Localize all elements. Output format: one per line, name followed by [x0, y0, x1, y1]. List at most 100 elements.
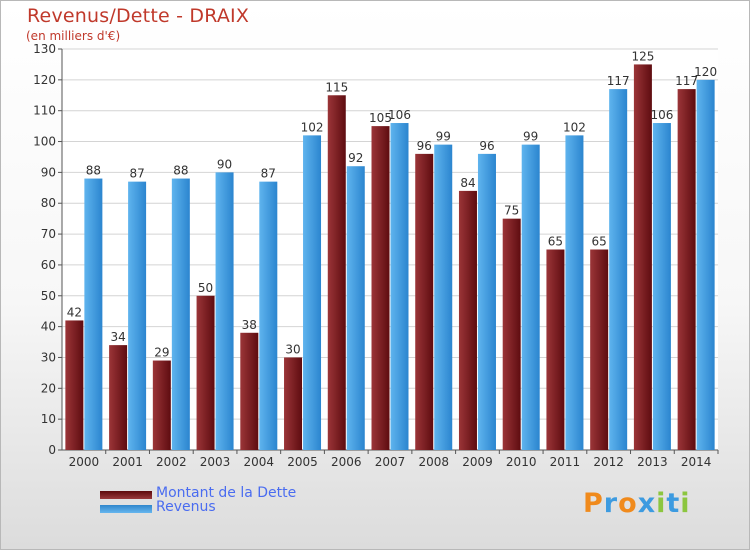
logo-letter: o — [618, 488, 638, 519]
x-tick-label: 2010 — [506, 455, 537, 469]
y-tick-label: 50 — [41, 289, 56, 303]
bar-dette — [633, 64, 652, 450]
data-label: 106 — [650, 108, 673, 122]
data-label: 87 — [129, 167, 144, 181]
data-label: 30 — [285, 342, 300, 356]
x-tick-label: 2008 — [418, 455, 449, 469]
data-label: 102 — [301, 120, 324, 134]
data-label: 90 — [217, 157, 232, 171]
logo-letter: x — [637, 488, 657, 519]
plot-area — [62, 49, 718, 450]
bar-revenus — [346, 166, 365, 450]
x-tick-label: 2014 — [681, 455, 712, 469]
data-label: 75 — [504, 204, 519, 218]
bar-dette — [196, 295, 215, 450]
legend-swatch-dette — [100, 491, 152, 499]
data-label: 102 — [563, 120, 586, 134]
bar-revenus — [696, 79, 715, 450]
bar-dette — [502, 218, 521, 450]
data-label: 120 — [694, 65, 717, 79]
legend-label-dette: Montant de la Dette — [156, 485, 297, 501]
y-tick-label: 80 — [41, 196, 56, 210]
data-label: 88 — [86, 164, 101, 178]
logo-letter: r — [603, 488, 619, 519]
y-tick-label: 30 — [41, 350, 56, 364]
y-tick-label: 110 — [33, 104, 56, 118]
x-tick-label: 2003 — [200, 455, 231, 469]
x-tick-label: 2005 — [287, 455, 318, 469]
data-label: 99 — [436, 130, 451, 144]
bar-dette — [327, 95, 346, 451]
y-tick-label: 100 — [33, 135, 56, 149]
bar-revenus — [171, 178, 190, 451]
bar-dette — [415, 153, 434, 450]
y-tick-label: 120 — [33, 73, 56, 87]
bar-revenus — [434, 144, 453, 450]
data-label: 42 — [67, 305, 82, 319]
y-tick-label: 130 — [33, 42, 56, 56]
y-tick-label: 90 — [41, 165, 56, 179]
bar-dette — [152, 360, 171, 450]
logo-letter: P — [583, 488, 604, 519]
data-label: 99 — [523, 130, 538, 144]
data-label: 106 — [388, 108, 411, 122]
data-label: 50 — [198, 281, 213, 295]
x-tick-label: 2009 — [462, 455, 493, 469]
data-label: 105 — [369, 111, 392, 125]
data-label: 84 — [460, 176, 475, 190]
x-tick-label: 2004 — [244, 455, 275, 469]
data-label: 65 — [592, 235, 607, 249]
data-label: 117 — [607, 74, 630, 88]
logo-letter: i — [656, 488, 667, 519]
legend-swatch-revenus — [100, 505, 152, 513]
bar-revenus — [390, 123, 409, 451]
y-tick-label: 10 — [41, 412, 56, 426]
bar-revenus — [128, 181, 147, 450]
x-tick-label: 2007 — [375, 455, 406, 469]
bar-dette — [458, 190, 477, 450]
data-label: 96 — [417, 139, 432, 153]
legend-label-revenus: Revenus — [156, 499, 216, 515]
logo-letter: t — [666, 488, 681, 519]
bar-dette — [590, 249, 609, 450]
data-label: 65 — [548, 235, 563, 249]
data-label: 87 — [261, 167, 276, 181]
x-tick-label: 2013 — [637, 455, 668, 469]
data-label: 38 — [242, 318, 257, 332]
y-tick-label: 40 — [41, 320, 56, 334]
y-tick-label: 0 — [48, 443, 56, 457]
bar-dette — [65, 320, 84, 450]
data-label: 115 — [325, 80, 348, 94]
bar-revenus — [565, 135, 584, 450]
x-tick-label: 2006 — [331, 455, 362, 469]
x-tick-label: 2001 — [112, 455, 143, 469]
bar-revenus — [521, 144, 540, 450]
bar-revenus — [477, 153, 496, 450]
chart-title: Revenus/Dette - DRAIX — [27, 5, 250, 27]
bar-dette — [109, 345, 128, 450]
data-label: 88 — [173, 164, 188, 178]
y-tick-label: 20 — [41, 381, 56, 395]
bar-revenus — [652, 123, 671, 451]
bar-dette — [284, 357, 303, 450]
y-tick-label: 70 — [41, 227, 56, 241]
bar-dette — [677, 89, 696, 450]
proxiti-logo: Proxiti — [583, 488, 691, 519]
bar-dette — [546, 249, 565, 450]
bar-dette — [240, 332, 259, 450]
bar-revenus — [84, 178, 103, 451]
chart-subtitle: (en milliers d'€) — [26, 29, 121, 43]
bar-revenus — [303, 135, 322, 450]
y-tick-label: 60 — [41, 258, 56, 272]
x-tick-label: 2002 — [156, 455, 187, 469]
bar-revenus — [609, 89, 628, 450]
x-tick-label: 2012 — [593, 455, 624, 469]
bar-revenus — [259, 181, 278, 450]
bar-dette — [371, 126, 390, 450]
data-label: 125 — [631, 49, 654, 63]
bar-revenus — [215, 172, 234, 450]
data-label: 92 — [348, 151, 363, 165]
x-tick-label: 2000 — [69, 455, 100, 469]
data-label: 34 — [110, 330, 125, 344]
